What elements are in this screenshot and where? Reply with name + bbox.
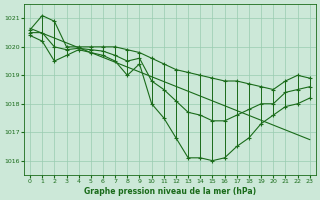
X-axis label: Graphe pression niveau de la mer (hPa): Graphe pression niveau de la mer (hPa) [84, 187, 256, 196]
